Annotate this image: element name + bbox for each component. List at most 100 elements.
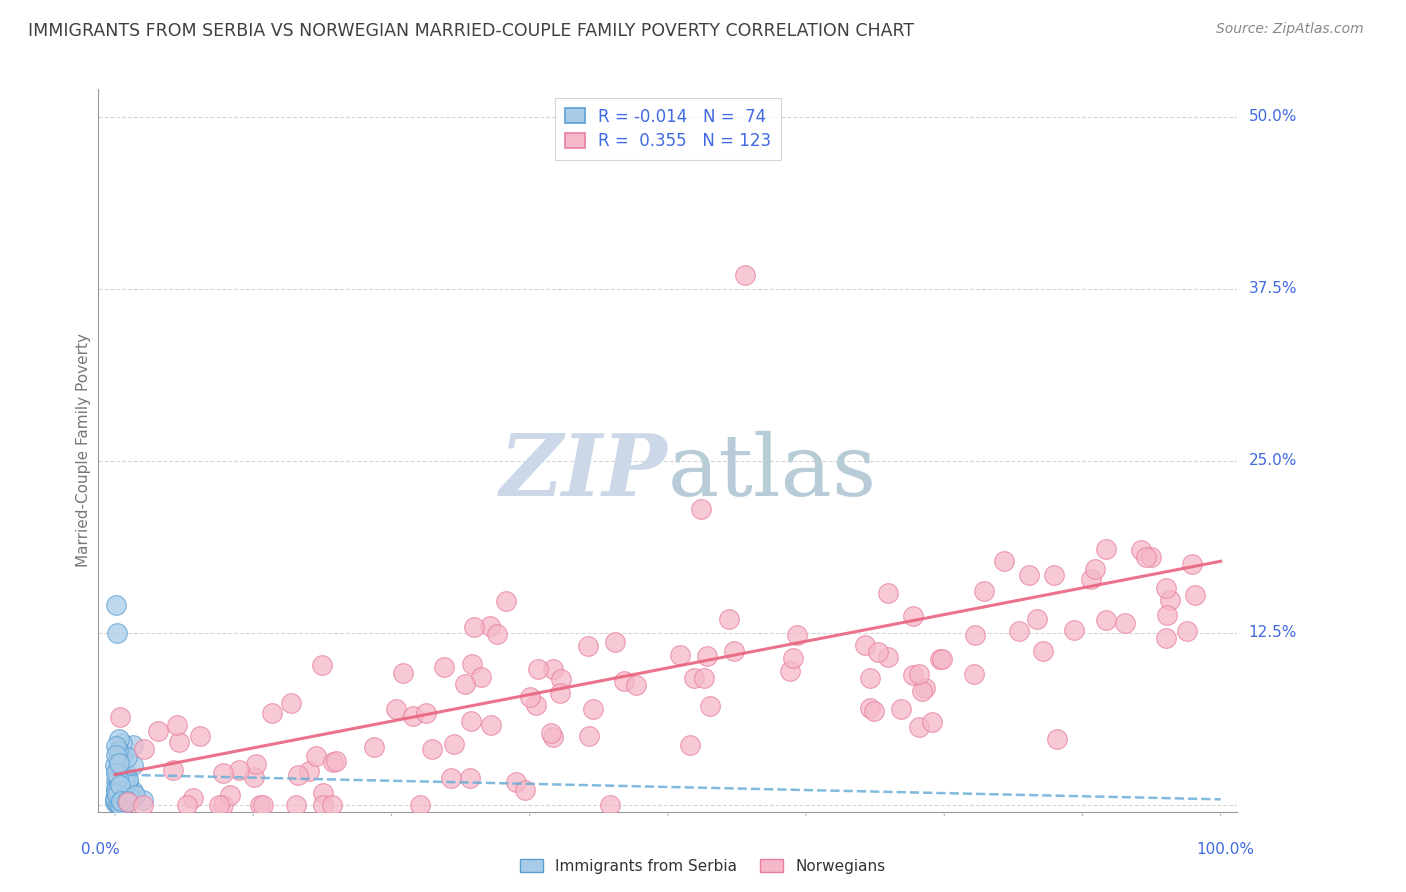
Text: atlas: atlas (668, 431, 877, 514)
Point (470, 669, 492, 683)
Point (478, 619, 501, 633)
Point (931, 652, 953, 666)
Point (877, 650, 900, 665)
Point (443, 737, 465, 751)
Point (420, 742, 443, 756)
Point (862, 704, 884, 718)
Point (108, 778, 131, 792)
Point (298, 764, 321, 779)
Point (1114, 615, 1136, 630)
Point (105, 765, 128, 780)
Point (107, 744, 129, 758)
Text: IMMIGRANTS FROM SERBIA VS NORWEGIAN MARRIED-COUPLE FAMILY POVERTY CORRELATION CH: IMMIGRANTS FROM SERBIA VS NORWEGIAN MARR… (28, 22, 914, 40)
Point (312, 797, 335, 812)
Point (723, 644, 745, 658)
Text: ZIP: ZIP (501, 430, 668, 514)
Point (105, 787, 128, 801)
Point (107, 785, 129, 799)
Point (104, 783, 127, 797)
Point (228, 764, 250, 778)
Point (1154, 581, 1177, 595)
Point (548, 685, 571, 699)
Point (479, 718, 502, 732)
Legend: R = -0.014   N =  74, R =  0.355   N = 123: R = -0.014 N = 74, R = 0.355 N = 123 (554, 97, 782, 161)
Point (162, 763, 184, 777)
Point (115, 794, 138, 808)
Point (104, 757, 127, 772)
Point (433, 659, 456, 673)
Point (188, 729, 211, 743)
Point (321, 797, 343, 812)
Point (219, 788, 242, 802)
Point (669, 648, 692, 662)
Point (1156, 608, 1178, 623)
Point (112, 787, 135, 801)
Point (505, 775, 527, 789)
Point (111, 786, 134, 800)
Text: 37.5%: 37.5% (1249, 281, 1296, 296)
Point (122, 738, 145, 752)
Point (176, 797, 198, 812)
Point (105, 796, 128, 810)
Point (284, 797, 307, 812)
Point (461, 657, 484, 671)
Point (118, 791, 141, 805)
Point (108, 797, 131, 812)
Point (683, 672, 706, 686)
Point (463, 620, 485, 634)
Point (624, 678, 647, 692)
Point (524, 698, 547, 712)
Point (115, 766, 138, 780)
Point (929, 652, 952, 666)
Point (889, 701, 911, 715)
Point (460, 714, 482, 728)
Point (122, 783, 145, 797)
Point (112, 776, 135, 790)
Point (1139, 550, 1161, 565)
Point (132, 793, 155, 807)
Point (311, 658, 333, 673)
Point (876, 586, 898, 600)
Point (105, 625, 128, 640)
Point (859, 701, 882, 715)
Point (104, 765, 127, 780)
Point (105, 748, 128, 763)
Point (599, 797, 621, 812)
Point (105, 739, 128, 754)
Point (1045, 731, 1067, 746)
Point (1175, 624, 1198, 639)
Point (866, 645, 889, 659)
Point (581, 702, 603, 716)
Point (249, 797, 271, 812)
Point (1184, 588, 1206, 602)
Point (111, 736, 134, 750)
Point (110, 794, 132, 808)
Point (114, 773, 136, 788)
Point (104, 599, 127, 613)
Point (117, 795, 139, 809)
Point (779, 664, 801, 678)
Point (117, 772, 139, 786)
Point (183, 791, 205, 805)
Point (543, 661, 565, 675)
Point (112, 767, 135, 781)
Point (384, 702, 406, 716)
Point (108, 710, 131, 724)
Point (325, 754, 347, 768)
Point (110, 790, 132, 805)
Point (117, 773, 139, 788)
Point (167, 735, 190, 749)
Point (280, 696, 302, 710)
Point (1094, 614, 1116, 628)
Point (104, 784, 127, 798)
Point (679, 738, 702, 752)
Text: 0.0%: 0.0% (82, 842, 120, 857)
Point (112, 782, 135, 797)
Point (690, 502, 713, 516)
Point (519, 690, 541, 704)
Point (111, 789, 134, 803)
Text: 100.0%: 100.0% (1197, 842, 1254, 857)
Point (108, 772, 131, 787)
Point (911, 684, 934, 698)
Point (108, 796, 131, 810)
